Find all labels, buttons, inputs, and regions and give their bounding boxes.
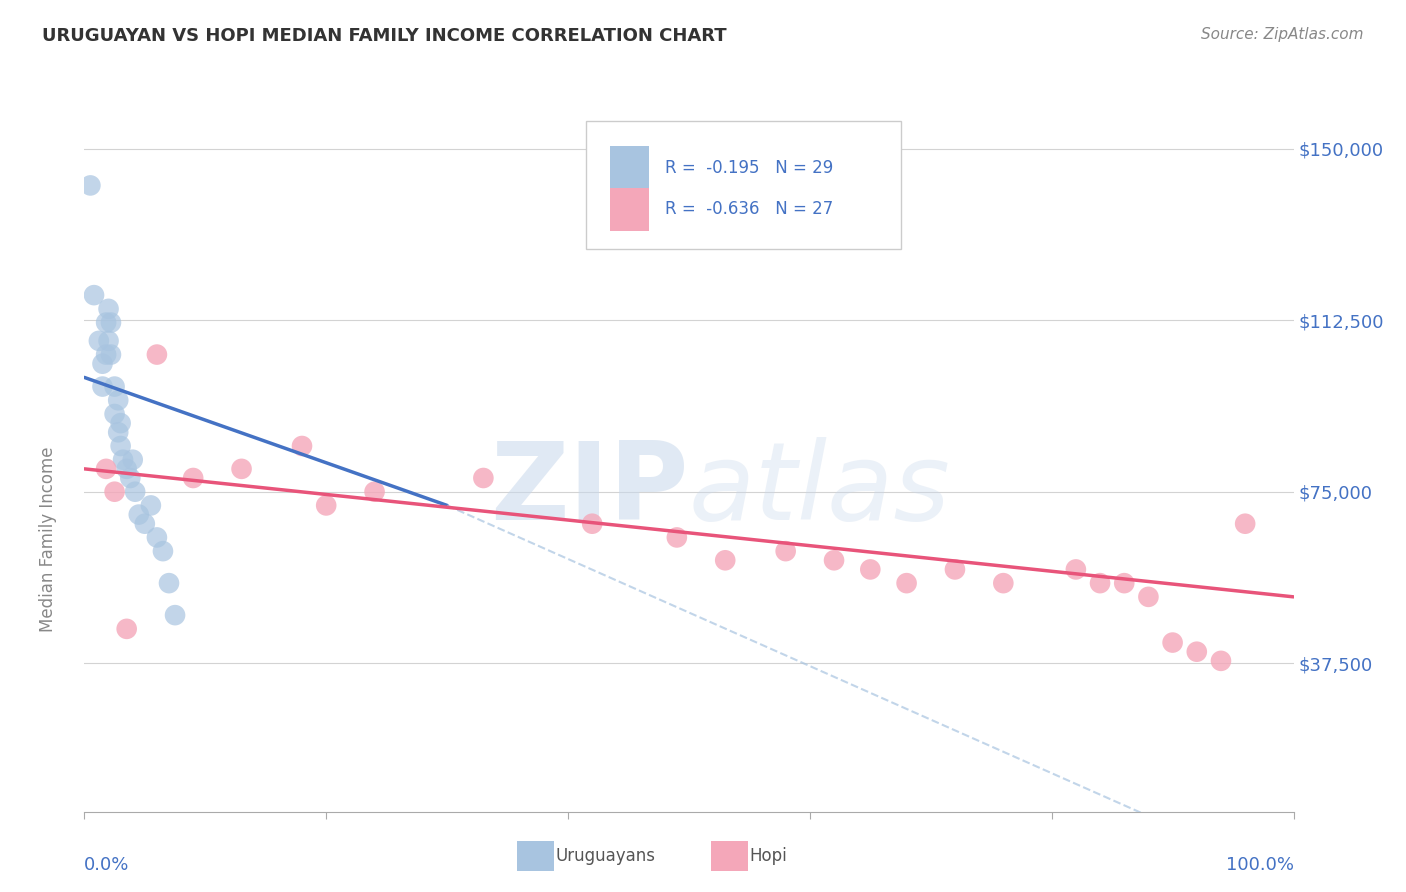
Point [120, 471, 142, 485]
Point [823, 553, 845, 567]
FancyBboxPatch shape [610, 188, 650, 231]
Point [94, 347, 117, 362]
Point [115, 622, 138, 636]
Point [134, 516, 156, 531]
Point [128, 508, 150, 522]
Point [896, 576, 918, 591]
Point [107, 425, 129, 440]
Point [94, 462, 117, 476]
Point [152, 544, 174, 558]
Point [943, 562, 966, 576]
FancyBboxPatch shape [586, 120, 901, 249]
Point [1137, 590, 1160, 604]
Text: 100.0%: 100.0% [1226, 855, 1294, 873]
Point [231, 462, 253, 476]
Text: R =  -0.195   N = 29: R = -0.195 N = 29 [665, 159, 832, 177]
Point [472, 471, 495, 485]
Point [581, 516, 603, 531]
Point [110, 416, 132, 430]
Point [363, 484, 385, 499]
Text: ZIP: ZIP [491, 437, 689, 543]
Point [79, 178, 101, 193]
Point [83, 288, 105, 302]
Point [87, 334, 110, 348]
Point [1114, 576, 1136, 591]
Point [104, 484, 127, 499]
Point [121, 452, 143, 467]
Text: Source: ZipAtlas.com: Source: ZipAtlas.com [1201, 27, 1364, 42]
Point [859, 562, 882, 576]
Text: 0.0%: 0.0% [84, 855, 129, 873]
Point [100, 316, 122, 330]
Point [993, 576, 1015, 591]
Text: Hopi: Hopi [749, 847, 787, 865]
Point [1161, 635, 1184, 649]
Point [165, 608, 187, 623]
Text: URUGUAYAN VS HOPI MEDIAN FAMILY INCOME CORRELATION CHART: URUGUAYAN VS HOPI MEDIAN FAMILY INCOME C… [42, 27, 727, 45]
Point [91, 379, 114, 393]
Point [104, 379, 127, 393]
Point [107, 393, 129, 408]
Point [104, 407, 127, 421]
Point [315, 499, 337, 513]
Point [146, 530, 169, 544]
Point [775, 544, 797, 558]
Point [1185, 645, 1208, 659]
Point [124, 484, 146, 499]
Point [146, 347, 169, 362]
Point [110, 439, 132, 453]
Point [1234, 516, 1257, 531]
Point [139, 499, 162, 513]
Point [1209, 654, 1232, 668]
Point [97, 301, 120, 316]
Text: atlas: atlas [689, 437, 950, 542]
Point [1064, 562, 1087, 576]
Text: Uruguayans: Uruguayans [555, 847, 655, 865]
Point [94, 316, 117, 330]
FancyBboxPatch shape [610, 146, 650, 189]
Point [115, 462, 138, 476]
Point [112, 452, 135, 467]
Point [97, 334, 120, 348]
Point [665, 530, 688, 544]
Point [714, 553, 737, 567]
Point [100, 347, 122, 362]
Point [91, 357, 114, 371]
Point [1088, 576, 1111, 591]
Text: Median Family Income: Median Family Income [39, 446, 58, 632]
Point [291, 439, 314, 453]
Point [157, 576, 180, 591]
Point [181, 471, 204, 485]
Text: R =  -0.636   N = 27: R = -0.636 N = 27 [665, 201, 832, 219]
